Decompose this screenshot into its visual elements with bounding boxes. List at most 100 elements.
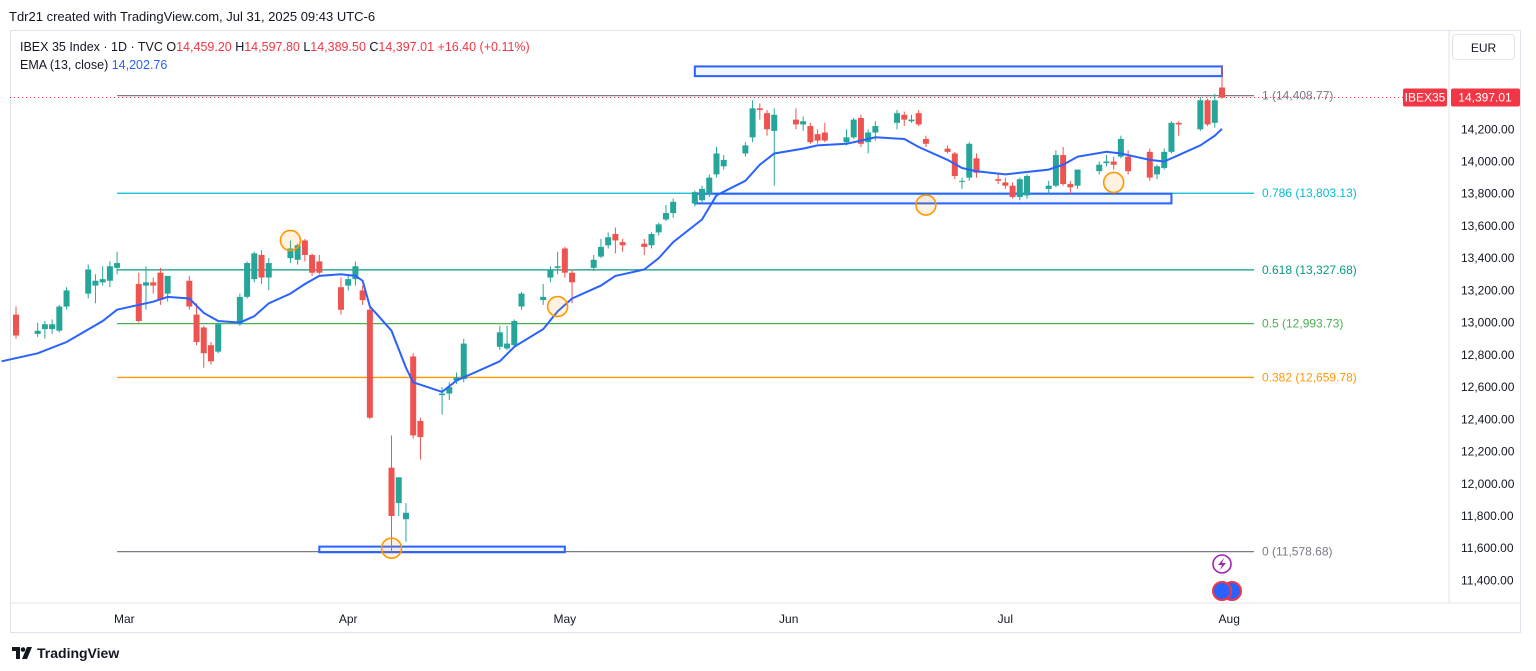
candle-body (1125, 156, 1132, 172)
candle (496, 325, 503, 351)
zones (318, 65, 1223, 554)
candle (13, 306, 19, 339)
candle (699, 185, 706, 204)
fib-level-label: 0.382 (12,659.78) (1262, 370, 1357, 384)
candle (453, 372, 460, 384)
candle (756, 103, 763, 120)
candle (894, 109, 901, 130)
candle-body (641, 243, 648, 247)
candle-body (359, 290, 366, 301)
candle (1154, 164, 1161, 180)
candle-body (547, 269, 554, 278)
candle (366, 306, 373, 420)
candle-body (612, 234, 619, 241)
price-tick-label: 12,400.00 (1461, 412, 1515, 426)
price-tick-label: 12,800.00 (1461, 348, 1515, 362)
legend-high-label: H (235, 40, 245, 54)
tradingview-logo-icon (12, 647, 32, 659)
time-tick-label: Jun (779, 612, 798, 626)
candle (1204, 98, 1211, 127)
candle-body (569, 272, 576, 283)
candle (1052, 150, 1059, 188)
candle (742, 142, 749, 157)
candle-body (294, 245, 301, 260)
candle-body (1024, 176, 1031, 196)
candle (258, 250, 265, 284)
candle (691, 190, 698, 207)
circle-marker (380, 537, 403, 560)
candle (193, 303, 200, 346)
candle-body (99, 279, 106, 283)
candle (359, 285, 366, 305)
candle (901, 111, 908, 127)
candle (287, 240, 294, 264)
candle (1024, 174, 1031, 199)
candle-body (439, 393, 446, 396)
candle (301, 238, 308, 262)
candle (1067, 180, 1074, 194)
candle-body (287, 248, 294, 259)
candle-body (894, 113, 901, 123)
candle-body (1016, 179, 1023, 197)
candle-body (1219, 87, 1225, 98)
candle (865, 129, 872, 154)
candle-body (699, 188, 706, 201)
candle-body (648, 234, 655, 246)
candle (1117, 135, 1124, 159)
candle-body (1161, 151, 1168, 168)
candle-body (966, 143, 973, 178)
candle-body (749, 108, 756, 138)
price-tick-label: 12,200.00 (1461, 445, 1515, 459)
candle (605, 232, 612, 249)
price-tick-label: 11,800.00 (1461, 509, 1514, 523)
candle-body (49, 324, 56, 330)
price-tag-layer: IBEX35 14,397.01 (1403, 88, 1520, 107)
currency-button[interactable]: EUR (1452, 34, 1515, 60)
lightning-icon[interactable] (1212, 554, 1232, 574)
candle-body (540, 296, 547, 301)
candle-body (417, 420, 424, 438)
candle (590, 254, 597, 272)
candle (1074, 169, 1081, 189)
candle-body (973, 158, 980, 173)
candle-body (1204, 100, 1211, 125)
time-tick-label: Mar (114, 612, 135, 626)
legend-ohlc-row: IBEX 35 Index · 1D · TVC O14,459.20 H14,… (20, 38, 530, 56)
candle (504, 325, 511, 351)
candle-body (850, 119, 857, 138)
event-icon[interactable] (1212, 581, 1242, 601)
price-tag-value-bg (1451, 88, 1520, 107)
fib-levels: 1 (14,408.77) 0.786 (13,803.13) 0.618 (13,… (10, 89, 1449, 559)
candle-body (106, 266, 113, 281)
legend-close: 14,397.01 (378, 40, 435, 54)
ema-line (1, 128, 1223, 394)
price-tag-value: 14,397.01 (1458, 91, 1512, 105)
candle-body (200, 327, 207, 354)
legend-low: 14,389.50 (310, 40, 366, 54)
legend-ema-row[interactable]: EMA (13, close) 14,202.76 (20, 56, 530, 74)
candle-body (1060, 155, 1067, 185)
footer-brand[interactable]: TradingView (12, 645, 119, 661)
candle (92, 274, 99, 304)
legend-open-label: O (166, 40, 177, 54)
candle-body (34, 330, 41, 334)
candle (63, 287, 70, 310)
candle (915, 109, 922, 127)
candle (540, 283, 547, 305)
candle (771, 108, 778, 186)
legend-open: 14,459.20 (176, 40, 232, 54)
lightning-icon-bolt (1218, 558, 1226, 570)
candle-body (518, 293, 525, 307)
candle-body (1110, 161, 1117, 165)
candle-body (402, 512, 409, 520)
candle (352, 261, 359, 286)
candle-body (446, 387, 453, 394)
candle (186, 275, 193, 310)
time-tick-label: Apr (339, 612, 358, 626)
candle (56, 304, 63, 333)
candle-body (244, 263, 251, 297)
candle (966, 142, 973, 181)
candle (1103, 155, 1110, 167)
candle-body (13, 314, 19, 336)
